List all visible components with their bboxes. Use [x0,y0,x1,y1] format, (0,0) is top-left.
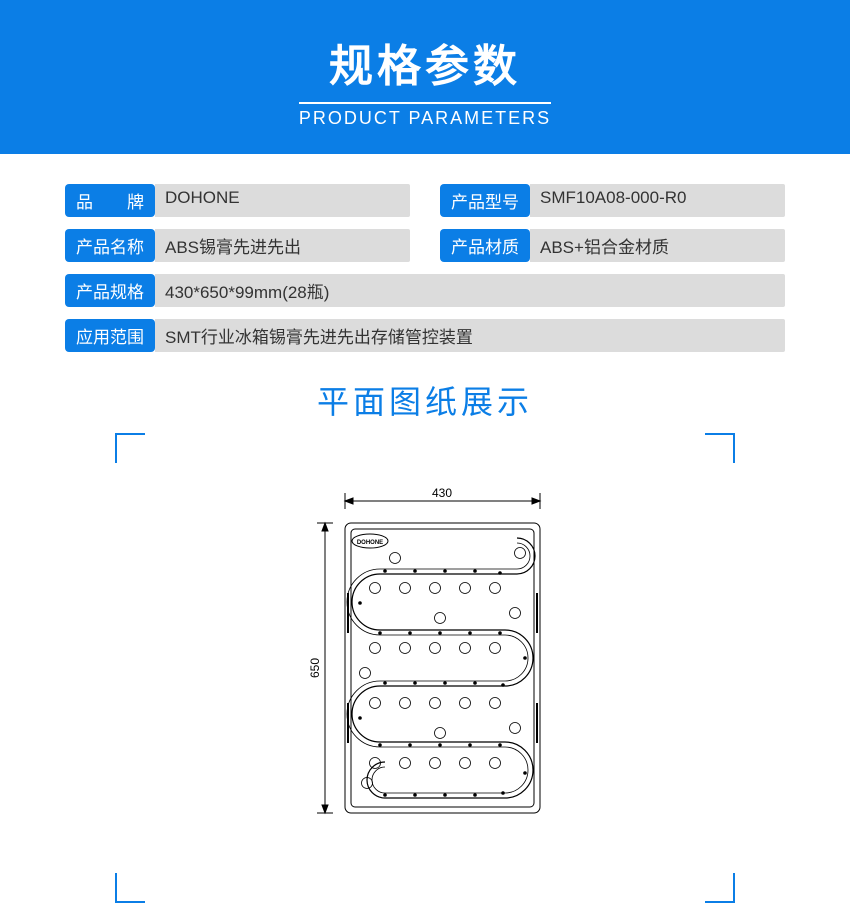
corner-bottom-left [115,873,145,903]
param-label: 品 牌 [65,184,155,217]
param-label: 产品材质 [440,229,530,262]
param-value: DOHONE [155,184,410,217]
param-value: ABS+铝合金材质 [530,229,785,262]
param-value: ABS锡膏先进先出 [155,229,410,262]
param-label: 产品规格 [65,274,155,307]
corner-bottom-right [705,873,735,903]
content-area: 品 牌DOHONE产品型号SMF10A08-000-R0产品名称ABS锡膏先进先… [0,154,850,903]
param-row: 产品材质ABS+铝合金材质 [440,229,785,262]
param-row: 品 牌DOHONE [65,184,410,217]
dim-height: 650 [308,658,322,678]
corner-top-right [705,433,735,463]
header-subtitle: PRODUCT PARAMETERS [299,102,551,129]
technical-drawing: 430 650 DOHONE [115,433,735,853]
header-banner: 规格参数 PRODUCT PARAMETERS [0,0,850,154]
corner-top-left [115,433,145,463]
params-grid: 品 牌DOHONE 产品型号SMF10A08-000-R0 产品名称ABS锡膏先进先… [65,184,785,352]
param-row: 产品型号SMF10A08-000-R0 [440,184,785,217]
param-value: SMT行业冰箱锡膏先进先出存储管控装置 [155,319,785,352]
param-row: 产品规格430*650*99mm(28瓶) [65,274,785,307]
drawing-section-title: 平面图纸展示 [65,377,785,423]
param-row: 产品名称ABS锡膏先进先出 [65,229,410,262]
param-label: 应用范围 [65,319,155,352]
drawing-frame: 430 650 DOHONE [115,433,735,903]
brand-label: DOHONE [357,540,383,546]
header-title: 规格参数 [0,30,850,94]
param-row: 应用范围SMT行业冰箱锡膏先进先出存储管控装置 [65,319,785,352]
param-value: SMF10A08-000-R0 [530,184,785,217]
drawing-svg: 430 650 DOHONE [285,483,565,853]
param-value: 430*650*99mm(28瓶) [155,274,785,307]
dim-width: 430 [432,486,452,500]
param-label: 产品型号 [440,184,530,217]
param-label: 产品名称 [65,229,155,262]
